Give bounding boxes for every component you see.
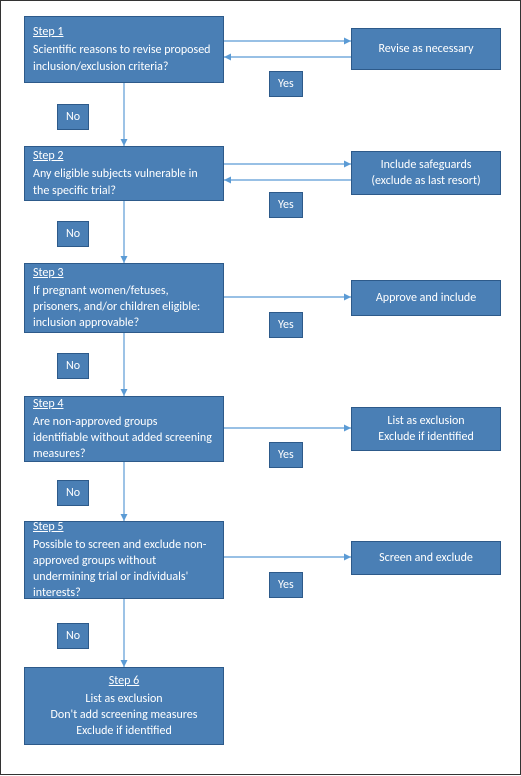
step-6-box: Step 6 List as exclusion Don't add scree… — [24, 667, 224, 745]
yes-label-4: Yes — [269, 442, 303, 468]
outcome-1-box: Revise as necessary — [351, 28, 501, 70]
outcome-4-text-a: List as exclusion — [387, 413, 464, 429]
yes-label-3: Yes — [269, 312, 303, 338]
step-3-box: Step 3 If pregnant women/fetuses, prison… — [24, 263, 224, 333]
yes-label-5: Yes — [269, 572, 303, 598]
step-4-title: Step 4 — [33, 396, 215, 412]
outcome-4-text-b: Exclude if identified — [378, 429, 474, 445]
no-label-4: No — [57, 480, 89, 506]
outcome-5-box: Screen and exclude — [351, 541, 501, 575]
step-1-text: Scientific reasons to revise proposed in… — [33, 42, 215, 74]
flowchart-canvas: Step 1 Scientific reasons to revise prop… — [0, 0, 521, 775]
no-label-1: No — [57, 104, 89, 130]
step-5-title: Step 5 — [33, 519, 215, 535]
outcome-3-text: Approve and include — [376, 290, 476, 306]
step-2-box: Step 2 Any eligible subjects vulnerable … — [24, 146, 224, 201]
step-2-text: Any eligible subjects vulnerable in the … — [33, 166, 215, 198]
step-4-text: Are non-approved groups identifiable wit… — [33, 414, 215, 463]
step-6-text-1: List as exclusion — [85, 691, 162, 707]
yes-label-2: Yes — [269, 192, 303, 218]
no-label-3: No — [57, 353, 89, 379]
step-1-title: Step 1 — [33, 24, 215, 40]
step-6-text-2: Don't add screening measures — [51, 707, 198, 723]
step-4-box: Step 4 Are non-approved groups identifia… — [24, 396, 224, 462]
outcome-1-text: Revise as necessary — [378, 41, 473, 57]
no-label-2: No — [57, 221, 89, 247]
step-5-text: Possible to screen and exclude non-appro… — [33, 537, 215, 602]
step-6-title: Step 6 — [109, 673, 139, 689]
step-2-title: Step 2 — [33, 148, 215, 164]
outcome-3-box: Approve and include — [351, 280, 501, 316]
step-3-text: If pregnant women/fetuses, prisoners, an… — [33, 283, 215, 332]
outcome-2-box: Include safeguards (exclude as last reso… — [351, 151, 501, 195]
step-6-text-3: Exclude if identified — [76, 723, 172, 739]
outcome-2-text: Include safeguards (exclude as last reso… — [360, 157, 492, 189]
outcome-4-box: List as exclusion Exclude if identified — [351, 407, 501, 451]
step-1-box: Step 1 Scientific reasons to revise prop… — [24, 16, 224, 83]
outcome-5-text: Screen and exclude — [379, 550, 473, 566]
step-5-box: Step 5 Possible to screen and exclude no… — [24, 521, 224, 599]
yes-label-1: Yes — [269, 71, 303, 97]
step-3-title: Step 3 — [33, 265, 215, 281]
no-label-5: No — [57, 623, 89, 649]
